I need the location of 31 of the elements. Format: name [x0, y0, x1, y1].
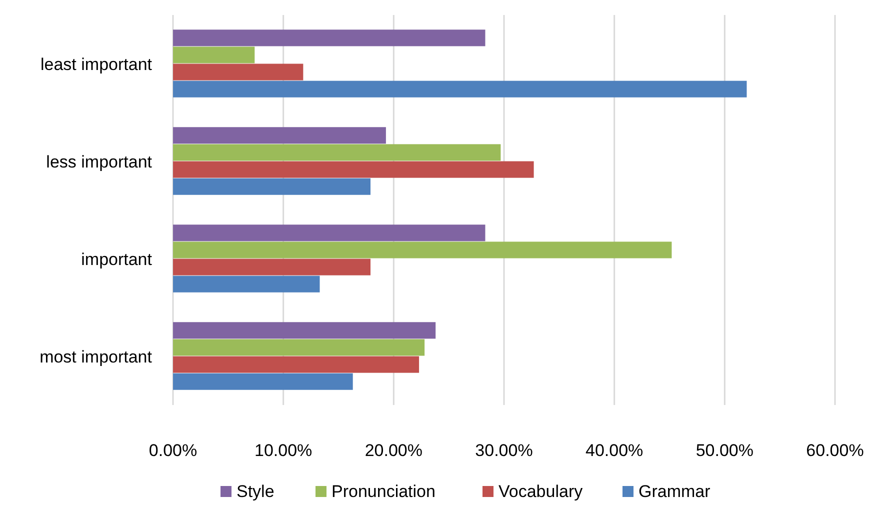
- y-tick-label: important: [81, 250, 152, 269]
- bar: [173, 30, 486, 46]
- x-tick-label: 50.00%: [696, 441, 754, 460]
- x-tick-label: 40.00%: [585, 441, 644, 460]
- x-tick-label: 60.00%: [806, 441, 864, 460]
- bar: [173, 80, 747, 98]
- bar: [173, 46, 255, 64]
- x-tick-label: 20.00%: [364, 441, 423, 460]
- bar: [173, 373, 353, 390]
- bar: [173, 224, 486, 242]
- bar: [173, 339, 425, 356]
- bar: [173, 258, 370, 276]
- bar: [173, 161, 534, 178]
- x-tick-label: 0.00%: [148, 441, 198, 460]
- y-tick-label: less important: [46, 152, 152, 172]
- y-tick-label: most important: [40, 347, 152, 366]
- bar: [173, 242, 672, 258]
- y-tick-label: least important: [40, 54, 152, 74]
- legend-label: Style: [236, 482, 274, 501]
- x-tick-label: 30.00%: [475, 441, 533, 460]
- bar: [173, 276, 320, 292]
- bar: [173, 64, 304, 80]
- bar: [173, 178, 370, 195]
- legend-label: Pronunciation: [332, 482, 436, 501]
- bar: [173, 127, 386, 144]
- legend-label: Vocabulary: [498, 482, 584, 501]
- legend-label: Grammar: [638, 482, 711, 501]
- bar: [173, 144, 501, 161]
- bar: [173, 356, 420, 373]
- x-tick-label: 10.00%: [254, 441, 312, 460]
- bar: [173, 322, 436, 339]
